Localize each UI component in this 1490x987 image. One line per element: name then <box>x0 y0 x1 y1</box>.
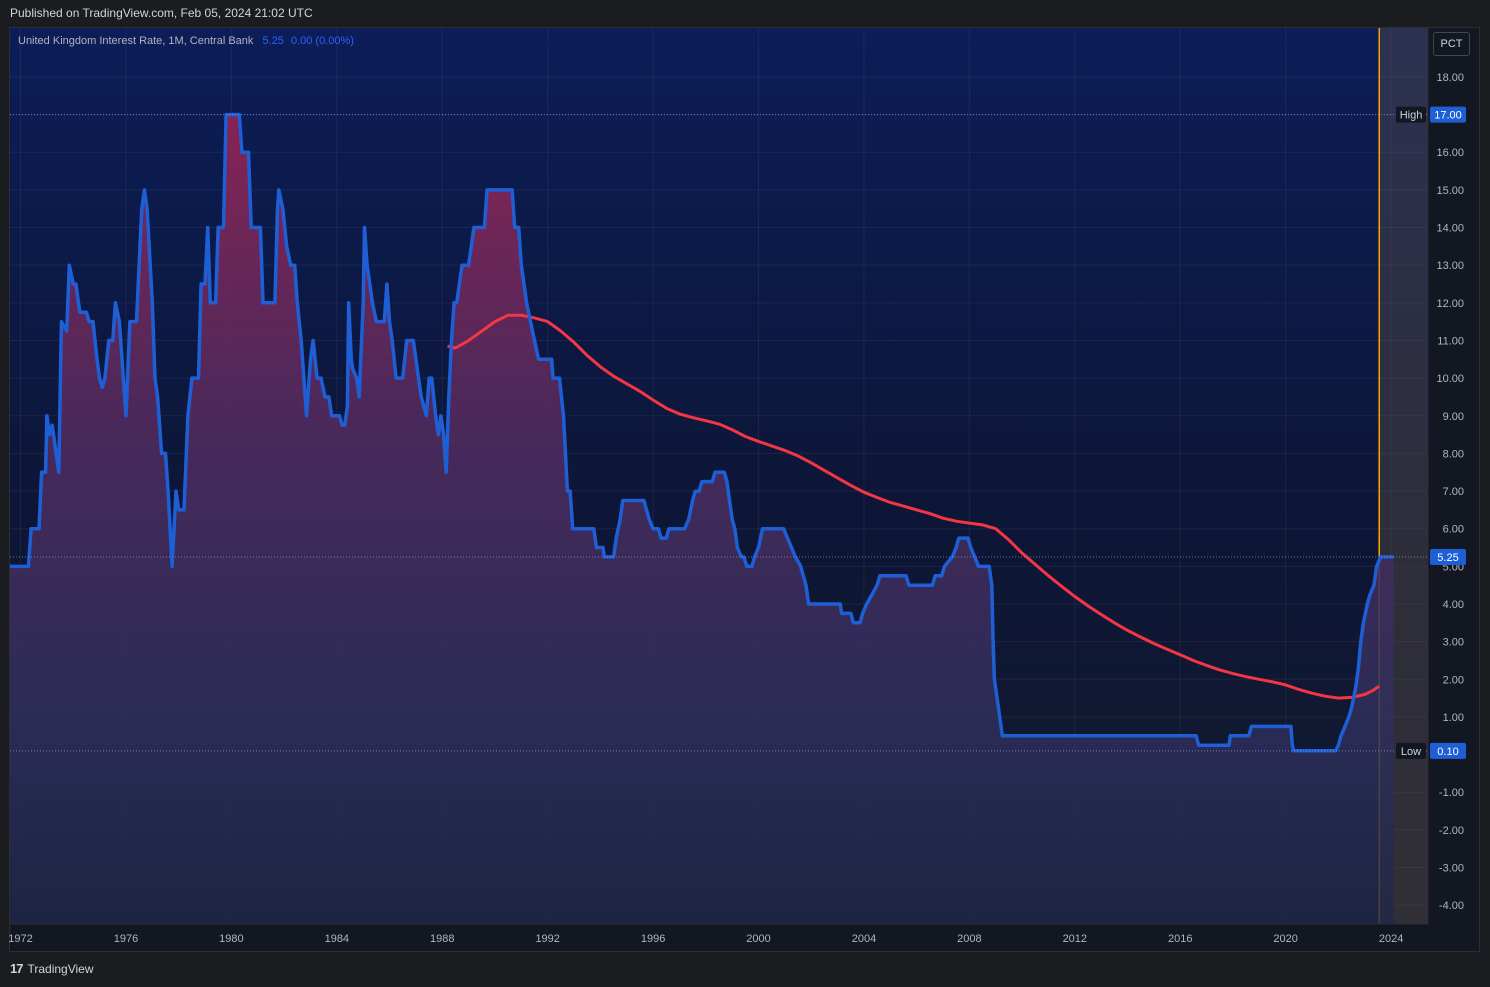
y-tick-label: 15.00 <box>1436 185 1464 197</box>
footer-brand-name: TradingView <box>27 961 94 976</box>
x-axis[interactable]: 1972 1976 1980 1984 1988 1992 1996 2000 2004 2008… <box>8 923 1428 945</box>
low-label-badge <box>1396 742 1426 759</box>
y-axis[interactable]: 18.00 17.00 16.00 15.00 14.00 13.00 12.00 11.00… <box>1427 28 1464 924</box>
chart-legend: United Kingdom Interest Rate, 1M, Centra… <box>18 35 354 47</box>
low-value-text: 0.10 <box>1437 746 1458 758</box>
x-tick-label: 1996 <box>641 933 665 945</box>
high-value-text: 17.00 <box>1434 110 1462 122</box>
x-tick-label: 1972 <box>8 933 32 945</box>
y-tick-label: -2.00 <box>1439 825 1464 837</box>
rate-area <box>10 114 1394 924</box>
low-label-text: Low <box>1401 746 1421 758</box>
y-tick-label: 1.00 <box>1443 712 1464 724</box>
x-tick-label: 1988 <box>430 933 454 945</box>
pct-scale-button[interactable]: PCT <box>1433 32 1470 56</box>
legend-symbol: United Kingdom Interest Rate, 1M, Centra… <box>18 35 254 47</box>
x-tick-label: 2004 <box>852 933 876 945</box>
y-tick-label: 6.00 <box>1443 524 1464 536</box>
y-tick-label: 7.00 <box>1443 486 1464 498</box>
moving-average-line <box>447 313 1381 700</box>
x-tick-label: 2016 <box>1168 933 1192 945</box>
rate-line <box>10 112 1394 753</box>
y-tick-label: 10.00 <box>1436 373 1464 385</box>
y-tick-label: 14.00 <box>1436 223 1464 235</box>
x-tick-label: 1980 <box>219 933 243 945</box>
low-value-badge <box>1430 742 1466 759</box>
x-tick-label: 2024 <box>1379 933 1403 945</box>
footer-brand[interactable]: 17 TradingView <box>10 961 94 976</box>
high-low-lines <box>10 114 1428 752</box>
y-tick-label: 8.00 <box>1443 448 1464 460</box>
x-tick-label: 1976 <box>114 933 138 945</box>
tradingview-logo-icon: 17 <box>10 961 24 976</box>
y-tick-label: 13.00 <box>1436 260 1464 272</box>
y-tick-label: 18.00 <box>1436 72 1464 84</box>
high-label-text: High <box>1400 110 1423 122</box>
x-tick-label: 2012 <box>1063 933 1087 945</box>
x-tick-label: 2020 <box>1273 933 1297 945</box>
y-tick-label: 9.00 <box>1443 411 1464 423</box>
y-tick-label: -3.00 <box>1439 863 1464 875</box>
high-label-badge <box>1396 106 1426 123</box>
y-tick-label: 4.00 <box>1443 599 1464 611</box>
price-badges: 17.00 High 0.10 Low 5.25 <box>1396 106 1466 759</box>
y-tick-label: 3.00 <box>1443 637 1464 649</box>
published-header: Published on TradingView.com, Feb 05, 20… <box>10 6 313 20</box>
y-tick-label: 2.00 <box>1443 674 1464 686</box>
legend-value: 5.25 <box>262 35 284 47</box>
y-tick-label: 11.00 <box>1437 335 1464 347</box>
x-tick-label: 1984 <box>325 933 349 945</box>
x-tick-label: 1992 <box>535 933 559 945</box>
x-tick-label: 2008 <box>957 933 981 945</box>
legend-change: 0.00 (0.00%) <box>290 35 354 47</box>
y-tick-label: -1.00 <box>1439 787 1464 799</box>
last-value-text: 5.25 <box>1437 552 1458 564</box>
last-value-badge <box>1430 548 1466 565</box>
y-tick-label: -4.00 <box>1439 900 1464 912</box>
y-tick-label: 16.00 <box>1436 147 1464 159</box>
y-tick-label: 12.00 <box>1436 298 1464 310</box>
high-value-badge <box>1430 106 1466 123</box>
x-tick-label: 2000 <box>746 933 770 945</box>
